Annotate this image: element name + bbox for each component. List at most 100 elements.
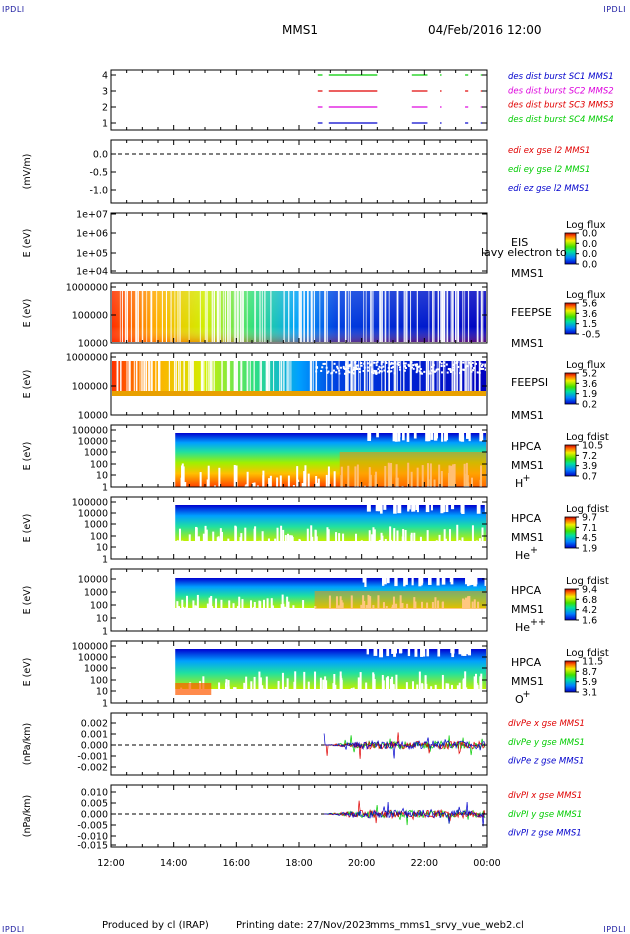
hpca_he-ragged-edge xyxy=(276,527,279,541)
hpca_hepp-colorbar-tick-label: 1.6 xyxy=(582,616,597,627)
hpca_hepp-top-gap xyxy=(411,578,414,586)
hpca_h-ragged-edge xyxy=(233,464,236,487)
hpca_he-top-gap xyxy=(397,505,402,514)
eis-spacecraft-label: MMS1 xyxy=(511,267,544,280)
hpca_o-ragged-edge xyxy=(412,681,415,689)
hpca_o-ragged-edge xyxy=(473,676,476,689)
divpe-y-tick-label: 0.002 xyxy=(81,719,108,730)
efield-panel-frame xyxy=(110,139,488,204)
time-axis-tick-label: 18:00 xyxy=(285,858,312,869)
hpca_hepp-top-gap xyxy=(466,578,470,587)
hpca_o-ragged-edge xyxy=(350,688,353,689)
hpca_he-ragged-edge xyxy=(393,528,396,541)
plot-mission-title: MMS1 xyxy=(282,23,318,37)
footer-filename: mms_mms1_srvy_vue_web2.cl xyxy=(370,920,524,931)
hpca_he-ragged-edge xyxy=(402,529,405,541)
plot-date-title: 04/Feb/2016 12:00 xyxy=(428,23,542,37)
hpca_hepp-top-gap xyxy=(418,578,422,587)
hpca_he-top-gap xyxy=(415,505,419,511)
hpca_o-species-charge: + xyxy=(523,689,531,700)
hpca_he-ragged-edge xyxy=(372,527,375,541)
feepsi-sparse-pixel xyxy=(358,367,361,370)
feepsi-sparse-pixel xyxy=(338,369,341,372)
hpca_o-ragged-edge xyxy=(284,686,287,689)
hpca_o-ragged-edge xyxy=(385,677,388,689)
hpca_he-ragged-edge xyxy=(404,529,407,541)
hpca_h-colorbar-tick-label: 0.7 xyxy=(582,472,597,483)
divpi-series-line xyxy=(324,801,486,827)
hpca_h-colorbar-tick-label: 7.2 xyxy=(582,451,597,462)
hpca_hepp-top-gap xyxy=(386,578,390,584)
divpi-y-tick-label: -0.015 xyxy=(77,841,108,852)
feepsi-sparse-pixel xyxy=(353,368,356,371)
hpca_he-top-gap xyxy=(383,505,387,510)
eis-y-tick-label: 1e+06 xyxy=(76,229,108,240)
hpca_h-warm-region xyxy=(339,452,486,486)
feepsi-sparse-pixel xyxy=(390,362,393,365)
efield-y-tick-label: -1.0 xyxy=(89,186,108,197)
hpca_h-top-gap xyxy=(444,433,447,442)
hpca_he-ragged-edge xyxy=(261,531,264,541)
hpca_hepp-colorbar-tick-label: 9.4 xyxy=(582,585,597,596)
hpca_he-ragged-edge xyxy=(373,529,376,541)
feepsi-sparse-pixel xyxy=(380,362,383,365)
efield-y-tick-label: -0.5 xyxy=(89,168,108,179)
feepsi-sparse-pixel xyxy=(320,369,323,372)
hpca_hepp-top-gap xyxy=(394,578,398,587)
burst-legend-entry: des dist burst SC4 MMS4 xyxy=(508,115,614,125)
feepsi-sparse-pixel xyxy=(440,365,443,368)
hpca_hepp-top-gap xyxy=(427,578,432,585)
hpca_hepp-ragged-edge xyxy=(194,605,197,608)
hpca_h-ragged-edge xyxy=(207,465,210,487)
hpca_o-ragged-edge xyxy=(325,680,328,689)
footer-printing-date: Printing date: 27/Nov/2023 xyxy=(236,920,372,931)
feepsi-colorbar-tick-label: 0.2 xyxy=(582,400,597,411)
feepsi-sparse-pixel xyxy=(362,370,365,373)
hpca_hepp-top-gap xyxy=(404,578,408,585)
eis-colorbar-title: Log flux xyxy=(566,220,606,231)
hpca_h-ragged-edge xyxy=(317,478,320,487)
feepsi-sparse-pixel xyxy=(387,366,390,369)
hpca_o-ragged-edge xyxy=(456,685,459,689)
hpca_hepp-ragged-edge xyxy=(211,606,214,608)
feepsi-sparse-pixel xyxy=(366,366,369,369)
hpca_h-y-tick-label: 1000 xyxy=(84,448,108,459)
hpca_o-top-gap xyxy=(486,649,490,655)
hpca_o-ragged-edge xyxy=(227,680,230,689)
feepsi-y-tick-label: 1000000 xyxy=(66,353,108,364)
hpca_h-y-tick-label: 10 xyxy=(96,471,108,482)
hpca_he-top-gap xyxy=(477,505,480,512)
feepsi-sparse-pixel xyxy=(343,372,346,375)
hpca_o-ragged-edge xyxy=(324,676,327,689)
feepsi-sparse-pixel xyxy=(435,369,438,372)
hpca_o-ragged-edge xyxy=(464,671,467,689)
hpca_h-ragged-edge xyxy=(307,473,310,487)
hpca_h-instrument-label: HPCA xyxy=(511,440,542,453)
feepsi-sparse-pixel xyxy=(419,371,422,374)
feepsi-sparse-pixel xyxy=(383,369,386,372)
hpca_he-ragged-edge xyxy=(205,529,208,541)
hpca_he-top-gap xyxy=(440,505,444,514)
hpca_he-top-gap xyxy=(442,505,445,513)
feepsi-sparse-pixel xyxy=(484,365,487,368)
feepsi-sparse-pixel xyxy=(378,371,381,374)
feepsi-sparse-pixel xyxy=(366,362,369,365)
hpca_hepp-top-gap xyxy=(384,578,387,585)
hpca_h-top-gap xyxy=(402,433,405,441)
feepsi-sparse-pixel xyxy=(350,371,353,374)
feepsi-sparse-pixel xyxy=(339,366,342,369)
feepsi-sparse-pixel xyxy=(447,367,450,370)
feepsi-sparse-pixel xyxy=(375,370,378,373)
hpca_h-ragged-edge xyxy=(181,465,184,487)
hpca_o-ragged-edge xyxy=(395,674,398,689)
eis-y-tick-label: 1e+04 xyxy=(76,267,108,278)
hpca_o-ragged-edge xyxy=(465,687,468,689)
efield-y-tick-label: 0.0 xyxy=(93,150,108,161)
divpi-y-tick-label: -0.005 xyxy=(77,821,108,832)
hpca_h-species-label: H xyxy=(515,477,523,490)
hpca_h-top-gap xyxy=(406,433,410,442)
hpca_o-ragged-edge xyxy=(243,682,246,689)
hpca_h-y-tick-label: 100 xyxy=(90,460,108,471)
hpca_he-top-gap xyxy=(407,505,411,510)
hpca_he-ragged-edge xyxy=(289,535,292,541)
